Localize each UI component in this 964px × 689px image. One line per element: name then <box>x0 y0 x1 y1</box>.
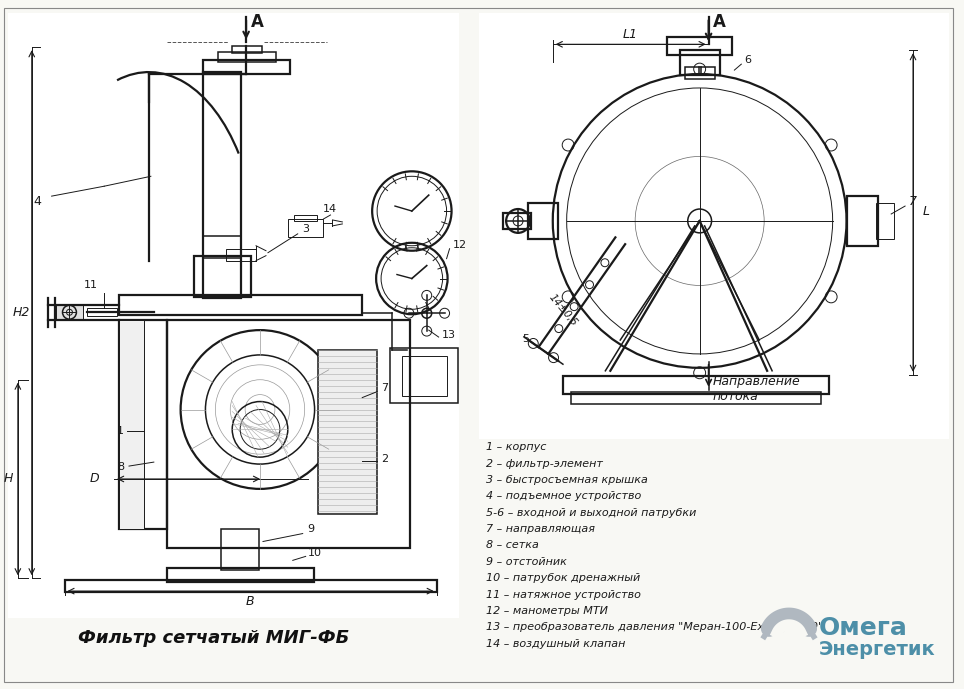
Text: 7: 7 <box>909 194 917 207</box>
Text: 14±0,5: 14±0,5 <box>548 293 579 329</box>
Text: 11: 11 <box>84 280 98 291</box>
Text: 13: 13 <box>442 330 456 340</box>
Text: 13 – преобразователь давления "Меран-100-Ex-ДД-1450": 13 – преобразователь давления "Меран-100… <box>486 622 823 633</box>
Bar <box>294 215 316 221</box>
Bar <box>680 50 719 75</box>
Text: 4: 4 <box>34 194 41 207</box>
Text: 8 – сетка: 8 – сетка <box>486 540 539 551</box>
Bar <box>528 203 558 239</box>
Text: 3: 3 <box>303 224 309 234</box>
Bar <box>65 580 437 592</box>
Bar <box>503 213 531 229</box>
Text: 5-6 – входной и выходной патрубки: 5-6 – входной и выходной патрубки <box>486 508 697 517</box>
Text: A: A <box>251 14 264 32</box>
Text: 9 – отстойник: 9 – отстойник <box>486 557 567 567</box>
Text: Энергетик: Энергетик <box>818 640 935 659</box>
Bar <box>876 203 895 239</box>
Text: 6: 6 <box>744 55 751 65</box>
Bar <box>317 350 377 514</box>
Text: Фильтр сетчатый МИГ-ФБ: Фильтр сетчатый МИГ-ФБ <box>78 629 349 647</box>
Text: 4 – подъемное устройство: 4 – подъемное устройство <box>486 491 641 502</box>
Bar <box>194 256 251 298</box>
Bar <box>222 528 259 570</box>
Bar <box>203 236 241 258</box>
Bar <box>120 296 362 316</box>
Bar <box>88 308 117 316</box>
Bar <box>120 320 167 528</box>
Text: 14: 14 <box>323 204 336 214</box>
Text: L1: L1 <box>623 28 637 41</box>
Text: 1 – корпус: 1 – корпус <box>486 442 547 452</box>
Bar <box>8 12 460 618</box>
Text: 7: 7 <box>381 382 388 393</box>
Bar <box>203 72 241 298</box>
Text: Направление
потока: Направление потока <box>712 375 800 403</box>
Text: 2: 2 <box>381 454 388 464</box>
Text: 1: 1 <box>117 426 124 436</box>
Text: 8: 8 <box>117 462 124 472</box>
Text: 9: 9 <box>308 524 315 533</box>
Text: H: H <box>3 473 13 486</box>
Text: L: L <box>923 205 930 218</box>
Bar <box>684 67 714 79</box>
Text: D: D <box>90 473 99 486</box>
Bar <box>227 249 256 260</box>
Bar <box>120 320 144 528</box>
Bar <box>56 305 83 320</box>
Text: 3 – быстросъемная крышка: 3 – быстросъемная крышка <box>486 475 648 485</box>
Bar <box>167 568 313 582</box>
Bar <box>232 46 262 53</box>
Text: 11 – натяжное устройство: 11 – натяжное устройство <box>486 590 641 599</box>
Text: 14 – воздушный клапан: 14 – воздушный клапан <box>486 639 626 649</box>
Text: A: A <box>712 14 726 32</box>
Bar <box>167 320 410 548</box>
Bar <box>571 391 820 404</box>
Text: B: B <box>246 595 254 608</box>
Bar <box>402 356 446 395</box>
Text: 10: 10 <box>308 548 322 558</box>
Text: 7 – направляющая: 7 – направляющая <box>486 524 596 534</box>
Bar <box>846 196 878 246</box>
Text: 12: 12 <box>452 240 467 249</box>
Bar <box>563 376 829 393</box>
Text: 12 – манометры МТИ: 12 – манометры МТИ <box>486 606 608 616</box>
Text: 5: 5 <box>522 334 529 344</box>
Text: 10 – патрубок дренажный: 10 – патрубок дренажный <box>486 573 640 583</box>
Bar <box>667 37 733 55</box>
Bar <box>390 348 458 402</box>
Text: Омега: Омега <box>818 616 908 640</box>
Bar <box>288 219 323 237</box>
Text: 2 – фильтр-элемент: 2 – фильтр-элемент <box>486 459 603 469</box>
Bar <box>203 60 290 74</box>
Bar <box>218 52 276 62</box>
Bar <box>479 12 949 440</box>
Text: H2: H2 <box>13 306 31 319</box>
